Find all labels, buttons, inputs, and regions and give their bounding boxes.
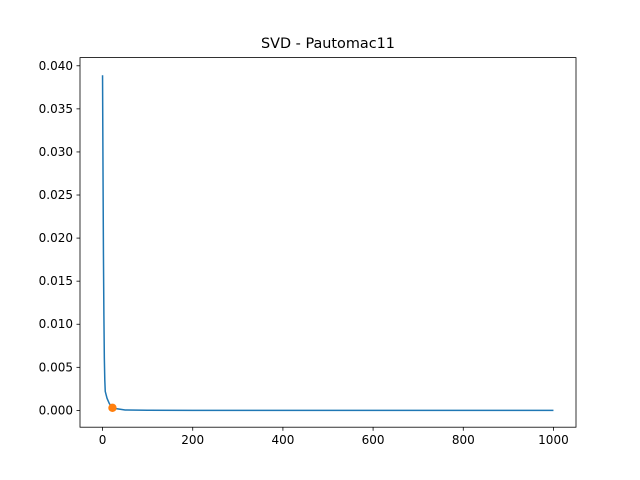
y-tick-label: 0.000: [39, 403, 73, 417]
plot-frame: [79, 57, 577, 428]
x-tick-label: 1000: [538, 433, 569, 447]
y-tick-label: 0.030: [39, 145, 73, 159]
y-tick-label: 0.035: [39, 102, 73, 116]
y-tick-label: 0.040: [39, 59, 73, 73]
chart-title: SVD - Pautomac11: [261, 36, 395, 52]
y-tick-label: 0.025: [39, 188, 73, 202]
y-tick-label: 0.005: [39, 360, 73, 374]
x-tick-label: 600: [362, 433, 385, 447]
point: [108, 403, 117, 413]
y-tick-label: 0.010: [39, 317, 73, 331]
y-tick-label: 0.020: [39, 231, 73, 245]
x-tick-label: 0: [99, 433, 107, 447]
x-tick-label: 800: [452, 433, 475, 447]
x-tick-label: 200: [181, 433, 204, 447]
y-tick-label: 0.015: [39, 274, 73, 288]
x-tick-label: 400: [271, 433, 294, 447]
line: [101, 75, 554, 412]
